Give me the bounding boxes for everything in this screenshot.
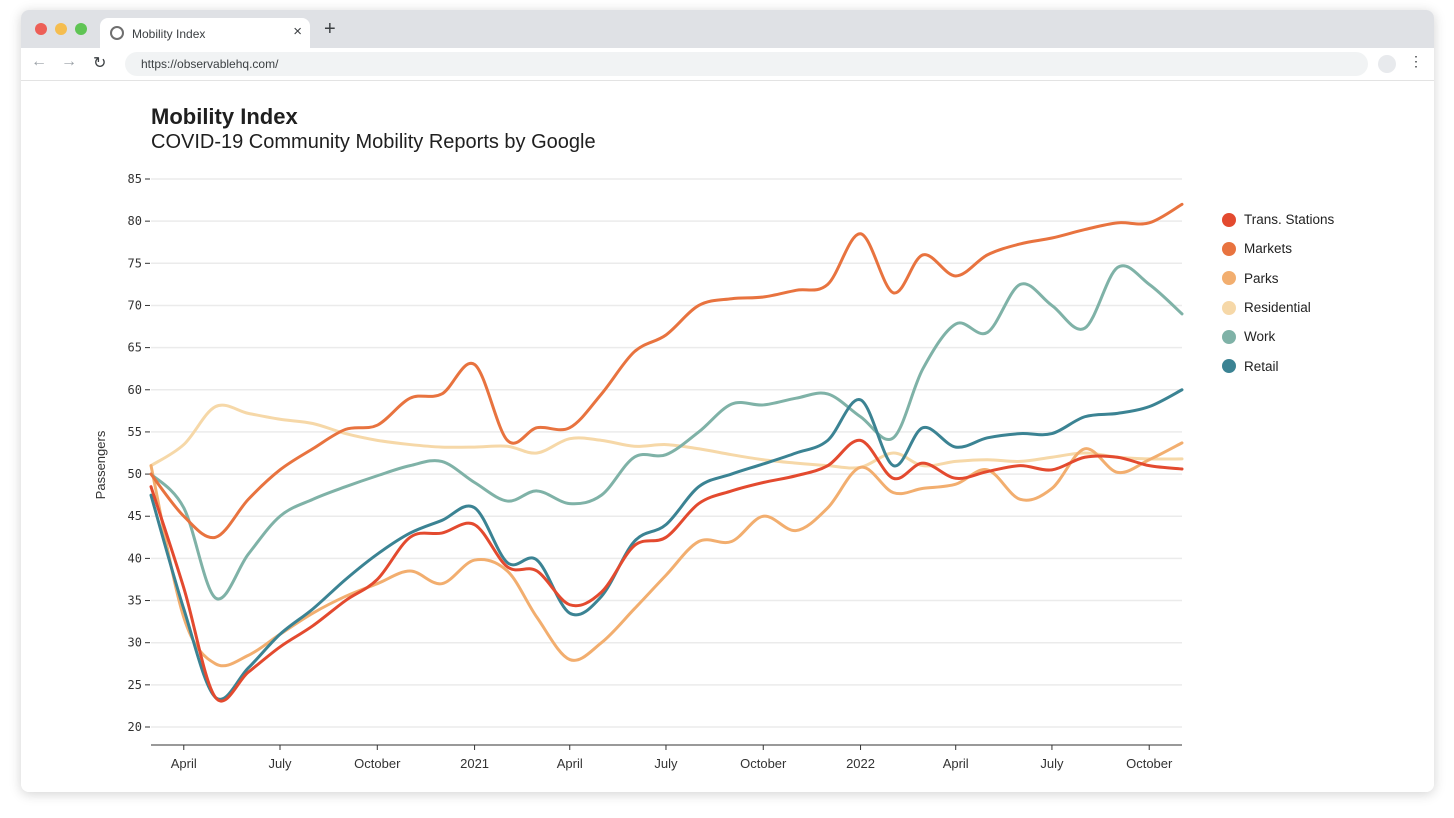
legend-swatch (1222, 300, 1236, 315)
legend-swatch (1222, 241, 1236, 256)
y-tick-label: 80 (128, 214, 142, 228)
legend-label: Markets (1244, 241, 1293, 257)
series-line-parks (149, 441, 1184, 668)
line-chart: 20 25 30 35 40 45 50 55 60 65 70 75 80 85 April July Oc… (93, 172, 1184, 771)
back-arrow-icon[interactable]: ← (31, 53, 47, 70)
y-tick-label: 85 (128, 172, 142, 186)
profile-avatar[interactable] (1378, 55, 1396, 73)
y-tick-label: 40 (128, 551, 142, 565)
legend-label: Work (1244, 329, 1276, 345)
tab-close-icon[interactable]: × (293, 23, 302, 40)
url-text: https://observablehq.com/ (141, 57, 279, 71)
legend-item: Residential (1222, 293, 1334, 322)
series-lines (149, 202, 1184, 703)
chart-title: Mobility Index (151, 104, 298, 129)
y-axis-label: Passengers (93, 430, 108, 499)
y-tick-label: 25 (128, 678, 142, 692)
x-tick-label: 2022 (846, 756, 875, 771)
browser-tab[interactable]: Mobility Index × (100, 18, 310, 48)
legend-label: Trans. Stations (1244, 212, 1335, 228)
minimize-window-button[interactable] (55, 23, 67, 35)
new-tab-button[interactable]: + (324, 18, 336, 40)
legend-item: Markets (1222, 234, 1334, 263)
x-tick-label: July (268, 756, 292, 771)
series-line-work (149, 264, 1184, 601)
maximize-window-button[interactable] (75, 23, 87, 35)
series-line-residential (149, 403, 1184, 470)
browser-window: Mobility Index × + ← → ↻ https://observa… (21, 10, 1434, 792)
legend-swatch (1222, 212, 1236, 227)
y-tick-label: 60 (128, 383, 142, 397)
x-tick-label: 2021 (460, 756, 489, 771)
page-content: Mobility Index COVID-19 Community Mobili… (21, 81, 1434, 792)
y-tick-label: 45 (128, 509, 142, 523)
chart-subtitle: COVID-19 Community Mobility Reports by G… (151, 131, 596, 153)
legend-swatch (1222, 359, 1236, 374)
kebab-menu-icon[interactable]: ⋮ (1409, 53, 1423, 69)
legend-item: Retail (1222, 351, 1334, 380)
x-tick-label: July (1040, 756, 1064, 771)
forward-arrow-icon[interactable]: → (61, 53, 77, 70)
y-tick-label: 65 (128, 341, 142, 355)
x-tick-label: July (654, 756, 678, 771)
y-axis: 20 25 30 35 40 45 50 55 60 65 70 75 80 85 (128, 172, 150, 734)
x-tick-label: April (557, 756, 583, 771)
y-tick-label: 20 (128, 720, 142, 734)
tab-bar: Mobility Index × + (21, 10, 1434, 48)
series-line-trans-stations (149, 438, 1184, 703)
series-line-retail (149, 388, 1184, 701)
close-window-button[interactable] (35, 23, 47, 35)
address-bar[interactable]: https://observablehq.com/ (125, 52, 1368, 76)
x-axis: April July October 2021 April July October 2022… (151, 744, 1182, 771)
legend-label: Parks (1244, 270, 1279, 286)
x-tick-label: October (1126, 756, 1173, 771)
y-tick-label: 35 (128, 594, 142, 608)
legend-item: Trans. Stations (1222, 205, 1334, 234)
chart-legend: Trans. Stations Markets Parks Residential Wo… (1222, 205, 1334, 381)
legend-label: Retail (1244, 358, 1279, 374)
grid-lines (151, 178, 1182, 728)
tab-title: Mobility Index (132, 27, 206, 41)
x-tick-label: April (943, 756, 969, 771)
browser-toolbar: ← → ↻ https://observablehq.com/ ⋮ (21, 48, 1434, 81)
x-tick-label: October (354, 756, 401, 771)
observable-favicon-icon (110, 26, 124, 40)
y-tick-label: 70 (128, 298, 142, 312)
y-tick-label: 50 (128, 467, 142, 481)
x-tick-label: April (171, 756, 197, 771)
legend-swatch (1222, 329, 1236, 344)
reload-icon[interactable]: ↻ (93, 55, 107, 72)
x-tick-label: October (740, 756, 787, 771)
legend-item: Parks (1222, 264, 1334, 293)
y-tick-label: 75 (128, 256, 142, 270)
y-tick-label: 30 (128, 636, 142, 650)
y-tick-label: 55 (128, 425, 142, 439)
legend-item: Work (1222, 322, 1334, 351)
series-line-markets (149, 202, 1184, 540)
legend-label: Residential (1244, 300, 1311, 316)
legend-swatch (1222, 271, 1236, 286)
